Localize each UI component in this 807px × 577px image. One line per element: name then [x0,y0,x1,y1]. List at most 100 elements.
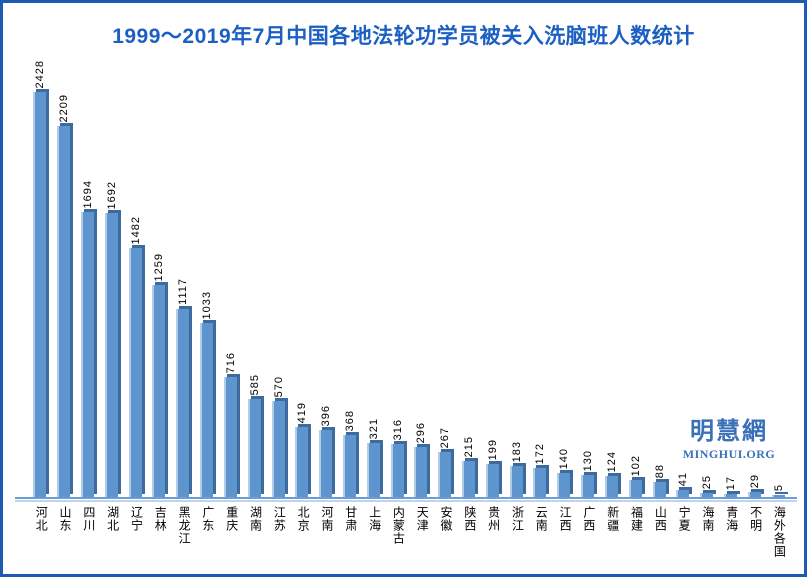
bar-column: 41 [672,60,696,497]
bar-value-label: 419 [296,401,309,423]
bar [223,377,237,497]
x-axis-label: 贵州 [486,506,501,532]
x-axis-label: 新疆 [605,506,620,532]
bar-column: 29 [743,60,767,497]
bar-column: 1033 [196,60,220,497]
bar-value-label: 25 [701,474,714,489]
x-axis-labels: 河北 山东 四川 湖北 辽宁 吉林 黑龙江 广东 重庆 湖南 江苏 北京 河南 甘肃 上海 内蒙古 天津 安徽 陕西… [29,506,791,558]
bar [533,468,547,497]
bar-column: 585 [243,60,267,497]
bar [319,430,333,497]
bar-column: 1482 [124,60,148,497]
bar [57,126,71,497]
bar-column: 183 [505,60,529,497]
bar [200,323,214,497]
bar-column: 419 [291,60,315,497]
x-axis-label: 湖南 [248,506,263,532]
x-axis-label: 河南 [319,506,334,532]
x-axis-label: 陕西 [462,506,477,532]
bar-column: 172 [529,60,553,497]
bar [366,443,380,497]
bar-column: 368 [339,60,363,497]
x-axis-label: 宁夏 [677,506,692,532]
bar-value-label: 102 [629,454,642,476]
bar-value-label: 140 [558,447,571,469]
x-axis-label: 内蒙古 [391,506,406,545]
x-axis-label: 江西 [558,506,573,532]
x-axis-label: 湖北 [105,506,120,532]
x-axis-label: 辽宁 [129,506,144,532]
x-axis-label: 上海 [367,506,382,532]
x-axis-label: 广西 [581,506,596,532]
bar [462,461,476,497]
bar [104,213,118,497]
bar-column: 5 [767,60,791,497]
bar-column: 25 [696,60,720,497]
bar [81,212,95,497]
bar-value-label: 321 [367,417,380,439]
bar-column: 2428 [29,60,53,497]
bar-column: 267 [434,60,458,497]
x-axis-label: 四川 [81,506,96,532]
logo-english-text: MINGHUI.ORG [682,447,776,461]
x-axis-label: 青海 [724,506,739,532]
bar-value-label: 585 [248,373,261,395]
bar-value-label: 2428 [34,60,47,89]
bar [604,476,618,497]
bar-value-label: 2209 [58,93,71,122]
bar-column: 199 [481,60,505,497]
bar [247,399,261,497]
bar [676,490,690,497]
x-axis-label: 海南 [700,506,715,532]
x-axis-label: 山西 [653,506,668,532]
bar-value-label: 199 [486,438,499,460]
bar-value-label: 1033 [201,290,214,319]
chart-title: 1999～2019年7月中国各地法轮功学员被关入洗脑班人数统计 [112,25,695,48]
bar-value-label: 396 [320,404,333,426]
bar [414,447,428,497]
bar-value-label: 17 [724,475,737,490]
x-axis-label: 广东 [200,506,215,532]
bar [723,494,737,497]
x-axis-label: 福建 [629,506,644,532]
x-axis-label: 不明 [748,506,763,532]
x-axis-label: 吉林 [153,506,168,532]
bar [438,452,452,497]
bar [176,309,190,497]
bar-value-label: 570 [272,375,285,397]
bar-column: 321 [362,60,386,497]
bar-value-label: 316 [391,418,404,440]
bar [771,495,785,497]
bar-column: 2209 [53,60,77,497]
bar [581,475,595,497]
bar-value-label: 1694 [82,179,95,208]
bar [700,493,714,497]
x-axis-label: 云南 [534,506,549,532]
bar-column: 17 [720,60,744,497]
bar [271,401,285,497]
bar-value-label: 41 [677,471,690,486]
bar-value-label: 267 [439,426,452,448]
bar-column: 296 [410,60,434,497]
x-axis-label: 江苏 [272,506,287,532]
bar-column: 316 [386,60,410,497]
bar-value-label: 172 [534,442,547,464]
bar [33,92,47,497]
bar-value-label: 716 [224,351,237,373]
x-axis-label: 天津 [415,506,430,532]
x-axis-label: 山东 [58,506,73,532]
bar [128,248,142,497]
bar-column: 88 [648,60,672,497]
bar-value-label: 183 [510,440,523,462]
bar-value-label: 368 [343,409,356,431]
bar-column: 1259 [148,60,172,497]
logo-chinese-text: 明慧網 [690,416,768,445]
bar-column: 124 [601,60,625,497]
bar-value-label: 88 [653,463,666,478]
bar-column: 140 [553,60,577,497]
bar-value-label: 215 [463,435,476,457]
bar-value-label: 1117 [177,278,190,305]
bar-value-label: 296 [415,421,428,443]
bar [485,464,499,497]
